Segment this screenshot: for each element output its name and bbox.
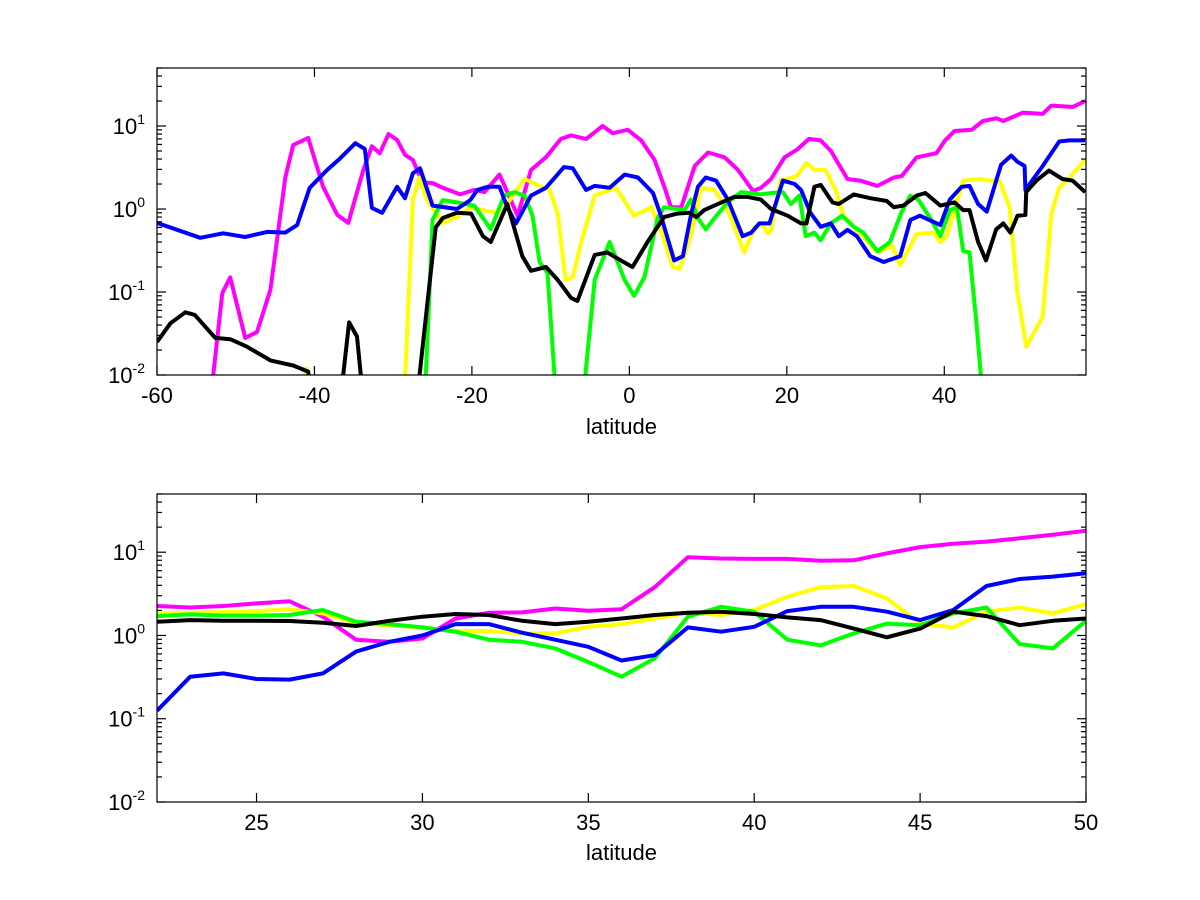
series-line-0 [211,99,1086,375]
y-tick-label: 10-1 [108,704,145,732]
y-tick-label: 10-2 [108,787,145,815]
series-group [157,528,1086,713]
y-tick-label: 101 [113,537,145,565]
x-tick-label: -20 [456,383,488,408]
bottom-subplot: 25 30 35 40 45 50 10-2 10-1 100 101 latitude [108,493,1098,865]
x-tick-label: 25 [244,810,268,835]
y-tick-label: 10-2 [108,360,145,388]
x-tick-label: 40 [932,383,956,408]
x-axis-label: latitude [586,414,657,439]
series-line-4 [157,609,1086,640]
x-tick-label: 30 [410,810,434,835]
series-group [157,99,1086,375]
axes-frame [156,493,1087,803]
x-tick-label: 35 [576,810,600,835]
x-tick-label: 40 [742,810,766,835]
y-tick-label: 10-1 [108,277,145,305]
y-tick-label: 100 [113,620,145,648]
x-tick-label: -60 [141,383,173,408]
x-tick-label: 45 [908,810,932,835]
series-line-4 [157,168,1086,375]
series-line-3 [157,138,1086,264]
x-tick-label: 0 [623,383,635,408]
y-tick-label: 100 [113,194,145,222]
top-subplot: -60 -40 -20 0 20 40 10-2 10-1 100 101 latitude [108,67,1087,439]
x-axis-label: latitude [586,840,657,865]
y-tick-label: 101 [113,111,145,139]
x-tick-label: 50 [1074,810,1098,835]
x-tick-label: -40 [299,383,331,408]
series-line-2 [423,190,983,375]
series-line-3 [157,571,1086,713]
x-tick-label: 20 [775,383,799,408]
series-line-1 [302,158,1086,375]
